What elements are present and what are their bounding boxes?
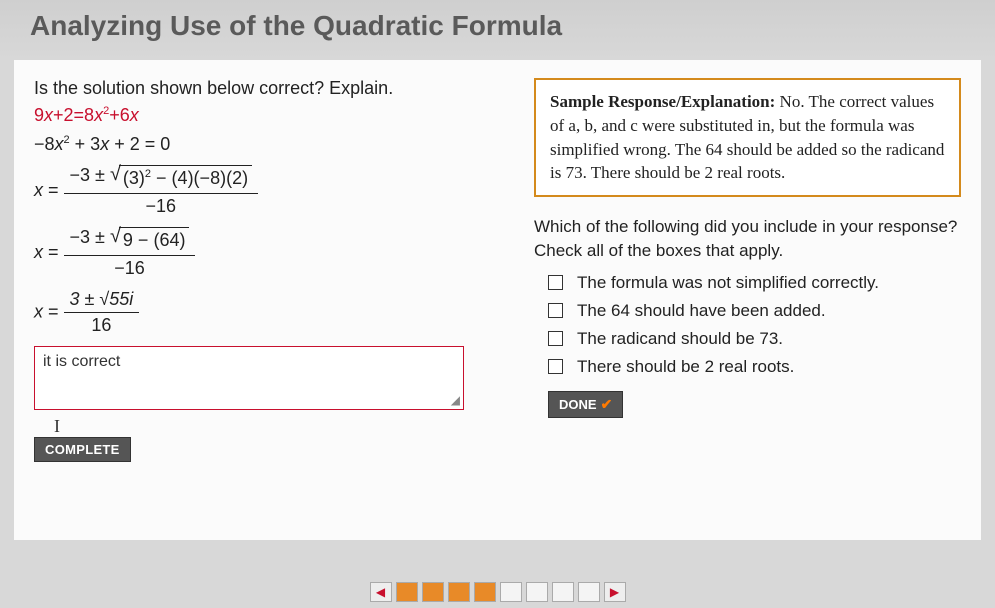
option-label-2: The radicand should be 73. bbox=[577, 329, 783, 349]
frac1-den: −16 bbox=[64, 194, 259, 217]
option-row-2: The radicand should be 73. bbox=[548, 329, 961, 349]
page-header: Analyzing Use of the Quadratic Formula bbox=[0, 0, 995, 60]
left-column: Is the solution shown below correct? Exp… bbox=[34, 78, 494, 510]
option-row-3: There should be 2 real roots. bbox=[548, 357, 961, 377]
content: Is the solution shown below correct? Exp… bbox=[14, 60, 981, 540]
equation-original: 9x+2=8x2+6x bbox=[34, 105, 494, 126]
equation-standard: −8x2 + 3x + 2 = 0 bbox=[34, 134, 494, 155]
checkbox-2[interactable] bbox=[548, 331, 563, 346]
page-indicator-2[interactable] bbox=[422, 582, 444, 602]
frac1-rad: (3)2 − (4)(−8)(2) bbox=[119, 165, 252, 191]
option-label-3: There should be 2 real roots. bbox=[577, 357, 794, 377]
checkbox-0[interactable] bbox=[548, 275, 563, 290]
equation-step2: x = −3 ± √ 9 − (64) −16 bbox=[34, 227, 494, 279]
complete-button[interactable]: COMPLETE bbox=[34, 437, 131, 462]
page-indicator-5[interactable] bbox=[500, 582, 522, 602]
frac2-pre: −3 ± bbox=[70, 227, 105, 247]
page-indicator-3[interactable] bbox=[448, 582, 470, 602]
page-indicator-7[interactable] bbox=[552, 582, 574, 602]
page-title: Analyzing Use of the Quadratic Formula bbox=[30, 10, 562, 41]
check-icon: ✔ bbox=[601, 396, 613, 413]
sqrt-icon: √ bbox=[110, 164, 121, 184]
option-label-1: The 64 should have been added. bbox=[577, 301, 826, 321]
equation-step3: x = 3 ± √55i 16 bbox=[34, 289, 494, 336]
frac3-den: 16 bbox=[64, 313, 140, 336]
checkbox-3[interactable] bbox=[548, 359, 563, 374]
option-row-0: The formula was not simplified correctly… bbox=[548, 273, 961, 293]
followup-question: Which of the following did you include i… bbox=[534, 215, 961, 263]
question-text: Is the solution shown below correct? Exp… bbox=[34, 78, 494, 99]
done-button[interactable]: DONE ✔ bbox=[548, 391, 623, 418]
nav-next-button[interactable]: ▶ bbox=[604, 582, 626, 602]
frac2-rad: 9 − (64) bbox=[119, 227, 190, 253]
frac3-num: 3 ± √55i bbox=[64, 289, 140, 313]
sqrt-icon: √ bbox=[110, 226, 121, 246]
done-label: DONE bbox=[559, 397, 597, 412]
equation-step1: x = −3 ± √ (3)2 − (4)(−8)(2) −16 bbox=[34, 165, 494, 217]
checkbox-1[interactable] bbox=[548, 303, 563, 318]
nav-prev-button[interactable]: ◀ bbox=[370, 582, 392, 602]
answer-textarea[interactable]: it is correct ◢ bbox=[34, 346, 464, 410]
page-indicator-1[interactable] bbox=[396, 582, 418, 602]
page-indicator-4[interactable] bbox=[474, 582, 496, 602]
answer-value: it is correct bbox=[43, 353, 120, 370]
resize-icon[interactable]: ◢ bbox=[451, 393, 460, 407]
frac1-pre: −3 ± bbox=[70, 165, 105, 185]
option-row-1: The 64 should have been added. bbox=[548, 301, 961, 321]
frac2-den: −16 bbox=[64, 256, 196, 279]
sample-label: Sample Response/Explanation: bbox=[550, 92, 775, 111]
sample-response-box: Sample Response/Explanation: No. The cor… bbox=[534, 78, 961, 197]
page-indicator-6[interactable] bbox=[526, 582, 548, 602]
option-label-0: The formula was not simplified correctly… bbox=[577, 273, 879, 293]
footer-nav: ◀ ▶ bbox=[0, 582, 995, 602]
text-cursor-icon: I bbox=[54, 416, 60, 437]
right-column: Sample Response/Explanation: No. The cor… bbox=[534, 78, 961, 510]
page-indicator-8[interactable] bbox=[578, 582, 600, 602]
